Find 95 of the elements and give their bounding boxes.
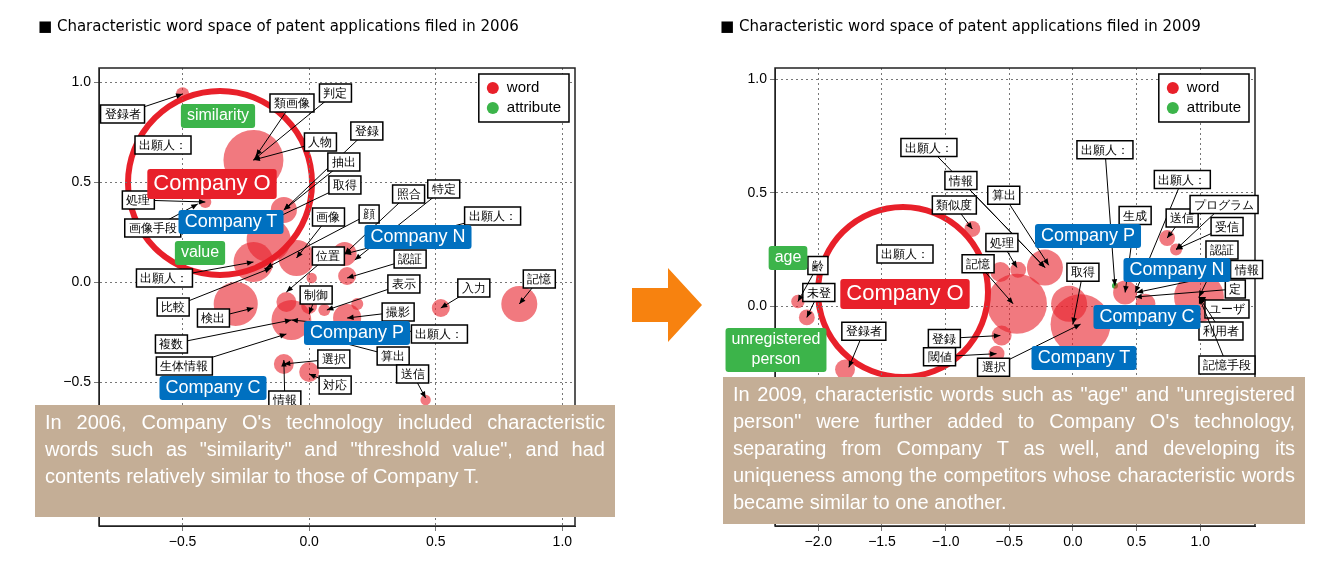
annotation: 出願人： (904, 140, 953, 155)
annotation: 定 (1229, 282, 1242, 297)
x-tick-label: 0.5 (1126, 533, 1147, 550)
x-tick-label: −1.0 (931, 533, 960, 550)
annotation: 対応 (323, 378, 348, 393)
chart-title: ■ Characteristic word space of patent applications filed in 2006 (38, 16, 519, 35)
annotation: 画像手段 (128, 221, 177, 236)
annotation: 認証 (398, 252, 423, 267)
annotation: In 2009, characteristic words such as "age" and "unregistered person" were further added to Company O's technology, separating from Company T as well, and developing its uniqueness among the competitors whose characteristic words became similar to one another. (723, 377, 1305, 524)
legend-label: word (1185, 78, 1220, 96)
x-tick-label: −0.5 (168, 533, 197, 550)
annotation: 記憶 (966, 256, 991, 271)
annotation: 特定 (431, 182, 456, 197)
annotation: 出願人： (140, 271, 189, 286)
annotation: 齢 (811, 258, 824, 273)
annotation: 類画像 (273, 96, 310, 111)
annotation: 閾値 (927, 349, 952, 364)
annotation: 複数 (159, 337, 184, 352)
annotation: 出願人： (1158, 172, 1207, 187)
annotation: In 2006, Company O's technology included characteristic words such as "similarity" and "threshold value", and had contents relatively similar to those of Company T. (45, 411, 605, 487)
x-tick-label: 1.0 (552, 533, 573, 550)
annotation: 登録 (932, 331, 957, 346)
annotation: 類似度 (936, 198, 973, 213)
chart-title: ■ Characteristic word space of patent applications filed in 2009 (720, 16, 1201, 35)
annotation: 出願人： (415, 327, 464, 342)
annotation: Company T (184, 210, 278, 231)
legend-label: word (505, 78, 540, 96)
y-tick-label: −0.5 (63, 372, 92, 389)
annotation: 情報 (1233, 262, 1259, 277)
annotation: 顔 (363, 207, 376, 222)
y-tick-label: 1.0 (747, 70, 768, 87)
annotation: 出願人： (881, 247, 929, 262)
annotation: 利用者 (1202, 324, 1239, 339)
legend-label: attribute (1186, 98, 1241, 116)
annotation: similarity (186, 106, 250, 124)
annotation: 生成 (1123, 208, 1148, 223)
x-tick-label: 1.0 (1190, 533, 1211, 550)
y-tick-label: 0.0 (747, 296, 768, 313)
x-tick-label: 0.0 (1063, 533, 1083, 550)
annotation: 情報 (271, 393, 297, 408)
annotation: Company O (846, 280, 964, 306)
annotation: 画像 (316, 210, 341, 225)
annotation: 制御 (304, 288, 329, 303)
annotation: ユーザ (1208, 302, 1245, 317)
annotation: 検出 (201, 311, 226, 326)
x-tick-label: −0.5 (995, 533, 1024, 550)
annotation: 登録者 (104, 107, 141, 122)
annotation: Company P (1040, 224, 1136, 245)
annotation: 選択 (321, 352, 346, 367)
annotation: 取得 (332, 178, 357, 193)
annotation: Company O (153, 170, 271, 196)
annotation: 取得 (1070, 265, 1095, 280)
annotation: 出願人： (468, 209, 517, 224)
x-tick-label: 0.5 (426, 533, 446, 550)
annotation: value (180, 243, 220, 261)
annotation: 撮影 (386, 305, 411, 320)
annotation: Company P (309, 321, 405, 342)
annotation: 処理 (989, 235, 1014, 250)
y-tick-label: 1.0 (71, 72, 92, 89)
annotation: 算出 (381, 349, 406, 364)
annotation: 認証 (1209, 243, 1234, 258)
annotation: 登録 (354, 124, 379, 139)
annotation: 表示 (391, 277, 416, 292)
annotation: 出願人： (139, 138, 187, 153)
annotation: 比較 (161, 300, 186, 315)
annotation: 人物 (308, 135, 333, 150)
annotation: 送信 (400, 367, 425, 382)
annotation: 登録者 (845, 324, 882, 339)
x-tick-label: −2.0 (804, 533, 833, 550)
annotation: 記憶手段 (1202, 358, 1251, 373)
x-tick-label: −1.5 (868, 533, 896, 550)
annotation: 選択 (981, 360, 1006, 375)
annotation: 記憶 (527, 272, 552, 287)
annotation: 判定 (323, 86, 348, 101)
annotation: 照合 (396, 187, 421, 202)
y-tick-label: 0.5 (71, 172, 92, 189)
annotation: 出願人： (1080, 142, 1129, 157)
annotation: 位置 (316, 249, 341, 264)
annotation: age (774, 248, 802, 266)
annotation: unregistered person (731, 330, 821, 368)
y-tick-label: 0.0 (71, 272, 92, 289)
annotation: 未登 (806, 285, 831, 300)
annotation: Company T (1037, 346, 1131, 367)
annotation: 算出 (991, 188, 1016, 203)
annotation: 生体情報 (160, 359, 209, 374)
annotation: 情報 (947, 173, 973, 188)
legend-label: attribute (506, 98, 561, 116)
annotation: Company N (370, 225, 466, 246)
y-tick-label: 0.5 (747, 183, 768, 200)
annotation: 抽出 (331, 155, 356, 170)
annotation: Company N (1129, 258, 1225, 279)
x-tick-label: 0.0 (299, 533, 320, 550)
annotation: Company C (165, 376, 261, 397)
annotation: 入力 (461, 281, 486, 296)
annotation: Company C (1099, 305, 1195, 326)
